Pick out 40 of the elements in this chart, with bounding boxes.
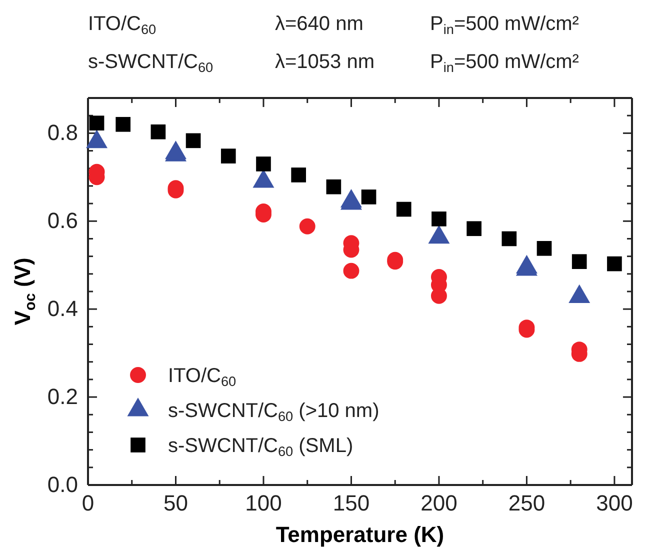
- point: [220, 148, 236, 164]
- point: [291, 168, 306, 182]
- legend-label: s-SWCNT/C$_{60}$ (SML): [168, 435, 354, 460]
- y-tick-label: 0.8: [47, 120, 78, 146]
- x-tick-label: 200: [420, 490, 458, 516]
- point: [116, 116, 131, 132]
- text: λ=640 nm: [275, 13, 364, 35]
- point: [536, 240, 552, 256]
- point: [396, 202, 412, 217]
- text: P$_{in}$=500 mW/cm²: [430, 51, 580, 76]
- point: [299, 218, 316, 234]
- legend-label: s-SWCNT/C$_{60}$ (>10 nm): [168, 400, 380, 424]
- text: λ=1053 nm: [275, 51, 375, 73]
- x-tick-label: 150: [332, 490, 370, 516]
- point: [607, 256, 622, 272]
- y-tick-label: 0.4: [47, 296, 78, 322]
- y-tick-label: 0.6: [47, 208, 78, 234]
- legend-label: ITO/C$_{60}$: [168, 365, 237, 390]
- x-tick-label: 250: [508, 490, 546, 516]
- point: [256, 156, 271, 172]
- point: [89, 116, 104, 130]
- point: [186, 133, 201, 148]
- point: [502, 231, 517, 246]
- x-axis-title: Temperature (K): [276, 522, 444, 547]
- point: [361, 190, 376, 204]
- point: [150, 124, 166, 140]
- text: ITO/C$_{60}$: [88, 13, 157, 38]
- y-tick-label: 0.2: [47, 384, 78, 410]
- x-tick-label: 100: [245, 490, 282, 516]
- x-tick-label: 50: [164, 490, 188, 516]
- point: [432, 212, 446, 226]
- point: [466, 221, 482, 236]
- y-tick-label: 0.0: [47, 472, 78, 498]
- text: s-SWCNT/C$_{60}$: [88, 51, 214, 76]
- point: [326, 179, 342, 194]
- text: P$_{in}$=500 mW/cm²: [430, 13, 580, 38]
- x-tick-label: 0: [82, 490, 94, 516]
- point: [572, 254, 587, 270]
- x-tick-label: 300: [596, 490, 633, 516]
- point: [343, 262, 360, 279]
